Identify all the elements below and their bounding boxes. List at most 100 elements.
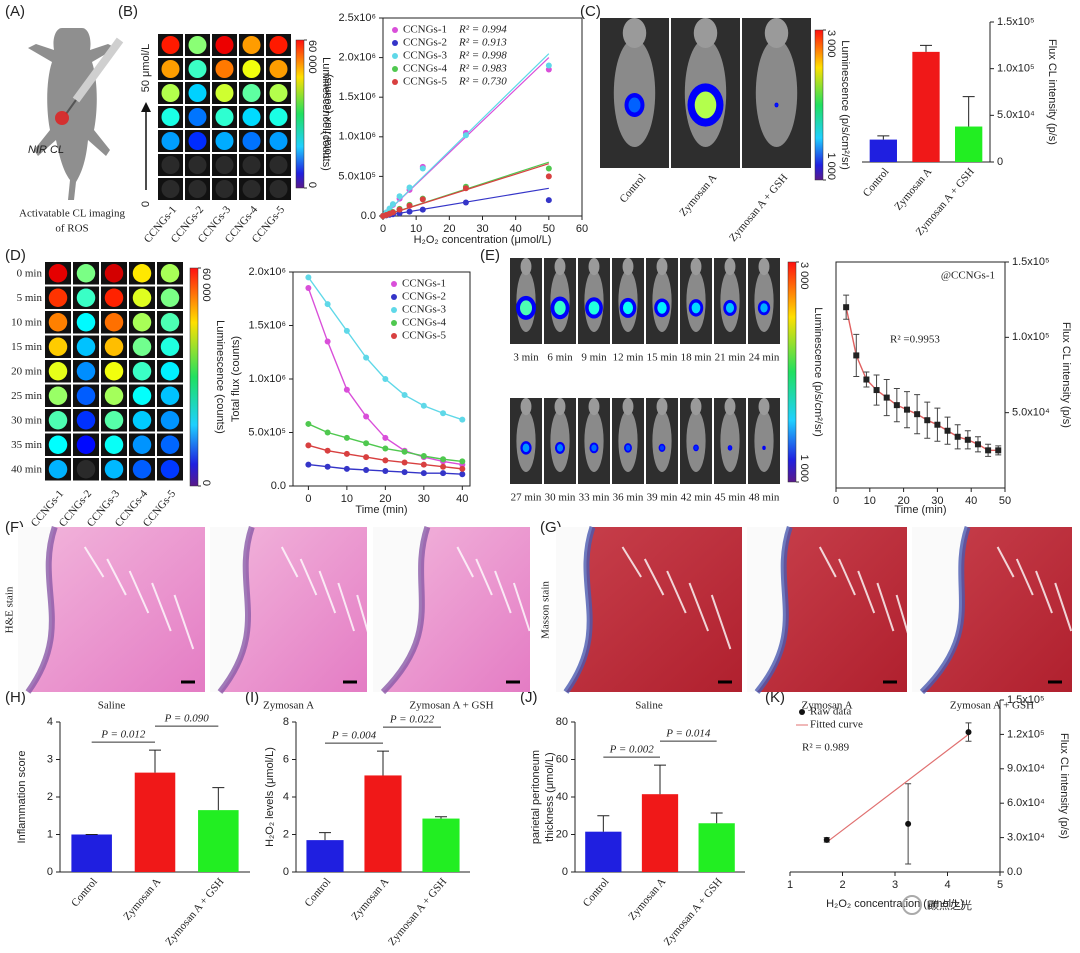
- legend-label: CCNGs-4: [403, 63, 448, 75]
- data-point: [883, 394, 890, 401]
- fiber-gap: [83, 546, 105, 578]
- well-signal: [160, 435, 180, 454]
- well-signal: [132, 313, 152, 332]
- fiber-gap: [318, 570, 337, 614]
- data-point: [324, 338, 331, 345]
- signal-inner: [691, 302, 701, 314]
- well-signal: [132, 460, 152, 479]
- image-label: Zymosan A + GSH: [409, 700, 493, 712]
- legend-label: Fitted curve: [810, 719, 863, 731]
- fiber-gap: [356, 594, 374, 650]
- y-tick-label: 1.5x10⁶: [248, 319, 286, 331]
- y-tick-label: 2: [47, 791, 53, 803]
- time-label: 18 min: [681, 352, 712, 364]
- data-point: [545, 197, 552, 204]
- data-point: [305, 461, 312, 468]
- y-tick-label: 2.0x10⁶: [338, 52, 376, 64]
- time-label: 36 min: [613, 492, 644, 504]
- well-signal: [48, 264, 68, 283]
- y-tick-label: 8: [283, 716, 289, 728]
- y-tick-label: 0: [997, 156, 1003, 168]
- mouse-head: [656, 398, 668, 416]
- bar: [641, 794, 679, 872]
- bar: [955, 126, 983, 162]
- legend-label: CCNGs-3: [403, 50, 448, 62]
- well-signal: [76, 435, 96, 454]
- data-point: [905, 820, 912, 827]
- well-signal: [160, 337, 180, 356]
- x-tick-label: 30: [476, 223, 488, 235]
- time-label: 3 min: [513, 352, 539, 364]
- x-axis-label: H₂O₂ concentration (μmol/L): [414, 234, 552, 246]
- well-signal: [132, 386, 152, 405]
- data-point: [389, 209, 396, 216]
- y-axis-label: Flux CL intensity (p/s): [1060, 322, 1072, 428]
- well-signal: [188, 156, 207, 174]
- fiber-gap: [106, 558, 127, 596]
- data-point: [853, 352, 860, 359]
- watermark: 碳点之光: [928, 898, 972, 912]
- row-label: 40 min: [11, 464, 42, 476]
- data-point: [420, 470, 427, 477]
- lumen: [912, 527, 968, 692]
- error-bar: [877, 135, 890, 140]
- data-point: [440, 410, 447, 417]
- time-label: 15 min: [647, 352, 678, 364]
- p-value: P = 0.090: [164, 713, 210, 725]
- y-tick-label: 1.0x10⁶: [338, 131, 376, 143]
- annotation: R² =0.9953: [890, 334, 940, 346]
- fiber-gap: [173, 594, 195, 650]
- error-bar: [435, 816, 447, 819]
- well-signal: [269, 36, 288, 54]
- fiber-gap: [857, 570, 876, 614]
- fiber-gap: [688, 582, 709, 632]
- well-signal: [160, 411, 180, 430]
- panel-label: (E): [480, 247, 500, 264]
- bar: [71, 834, 112, 872]
- bar: [698, 823, 735, 872]
- data-point: [462, 185, 469, 192]
- signal-inner: [775, 103, 778, 107]
- panel-label: (B): [118, 3, 138, 20]
- y-tick-label: 1.0x10⁵: [1012, 331, 1050, 343]
- well-signal: [104, 386, 124, 405]
- well-signal: [242, 60, 261, 78]
- colorbar: [787, 261, 797, 483]
- image-label: Zymosan A: [263, 700, 314, 712]
- y-tick-label: 2.5x10⁶: [338, 12, 376, 24]
- fiber-gap: [128, 570, 150, 614]
- well-signal: [215, 180, 234, 198]
- error-bar: [962, 96, 975, 127]
- well-signal: [161, 156, 180, 174]
- data-point: [459, 416, 466, 423]
- bar: [198, 810, 239, 872]
- colorbar-tick-label: 1 000: [798, 454, 810, 482]
- fiber-gap: [818, 546, 837, 578]
- image-label: Saline: [98, 700, 126, 712]
- data-point: [382, 376, 389, 382]
- y-axis-label: Inflammation score: [16, 751, 28, 844]
- well-signal: [269, 156, 288, 174]
- data-point: [419, 196, 426, 203]
- time-label: 42 min: [681, 492, 712, 504]
- data-point: [974, 441, 981, 448]
- data-point: [440, 463, 447, 470]
- y-tick-label: 6.0x10⁴: [1007, 797, 1045, 809]
- well-signal: [188, 84, 207, 102]
- data-point: [305, 274, 312, 281]
- fiber-gap: [895, 594, 914, 650]
- x-tick-label: 4: [944, 879, 950, 891]
- colorbar-tick-label: 0: [200, 480, 212, 486]
- y-tick-label: 5.0x10⁴: [1012, 407, 1050, 419]
- time-label: 48 min: [749, 492, 780, 504]
- panel-label: (C): [580, 3, 601, 20]
- data-point: [389, 201, 396, 208]
- y-tick-label: 1.0x10⁵: [997, 63, 1035, 75]
- well-signal: [242, 84, 261, 102]
- well-signal: [76, 313, 96, 332]
- mouse-head: [588, 258, 600, 276]
- membrane: [754, 526, 793, 694]
- well-signal: [161, 180, 180, 198]
- data-point: [382, 445, 389, 452]
- well-signal: [104, 288, 124, 307]
